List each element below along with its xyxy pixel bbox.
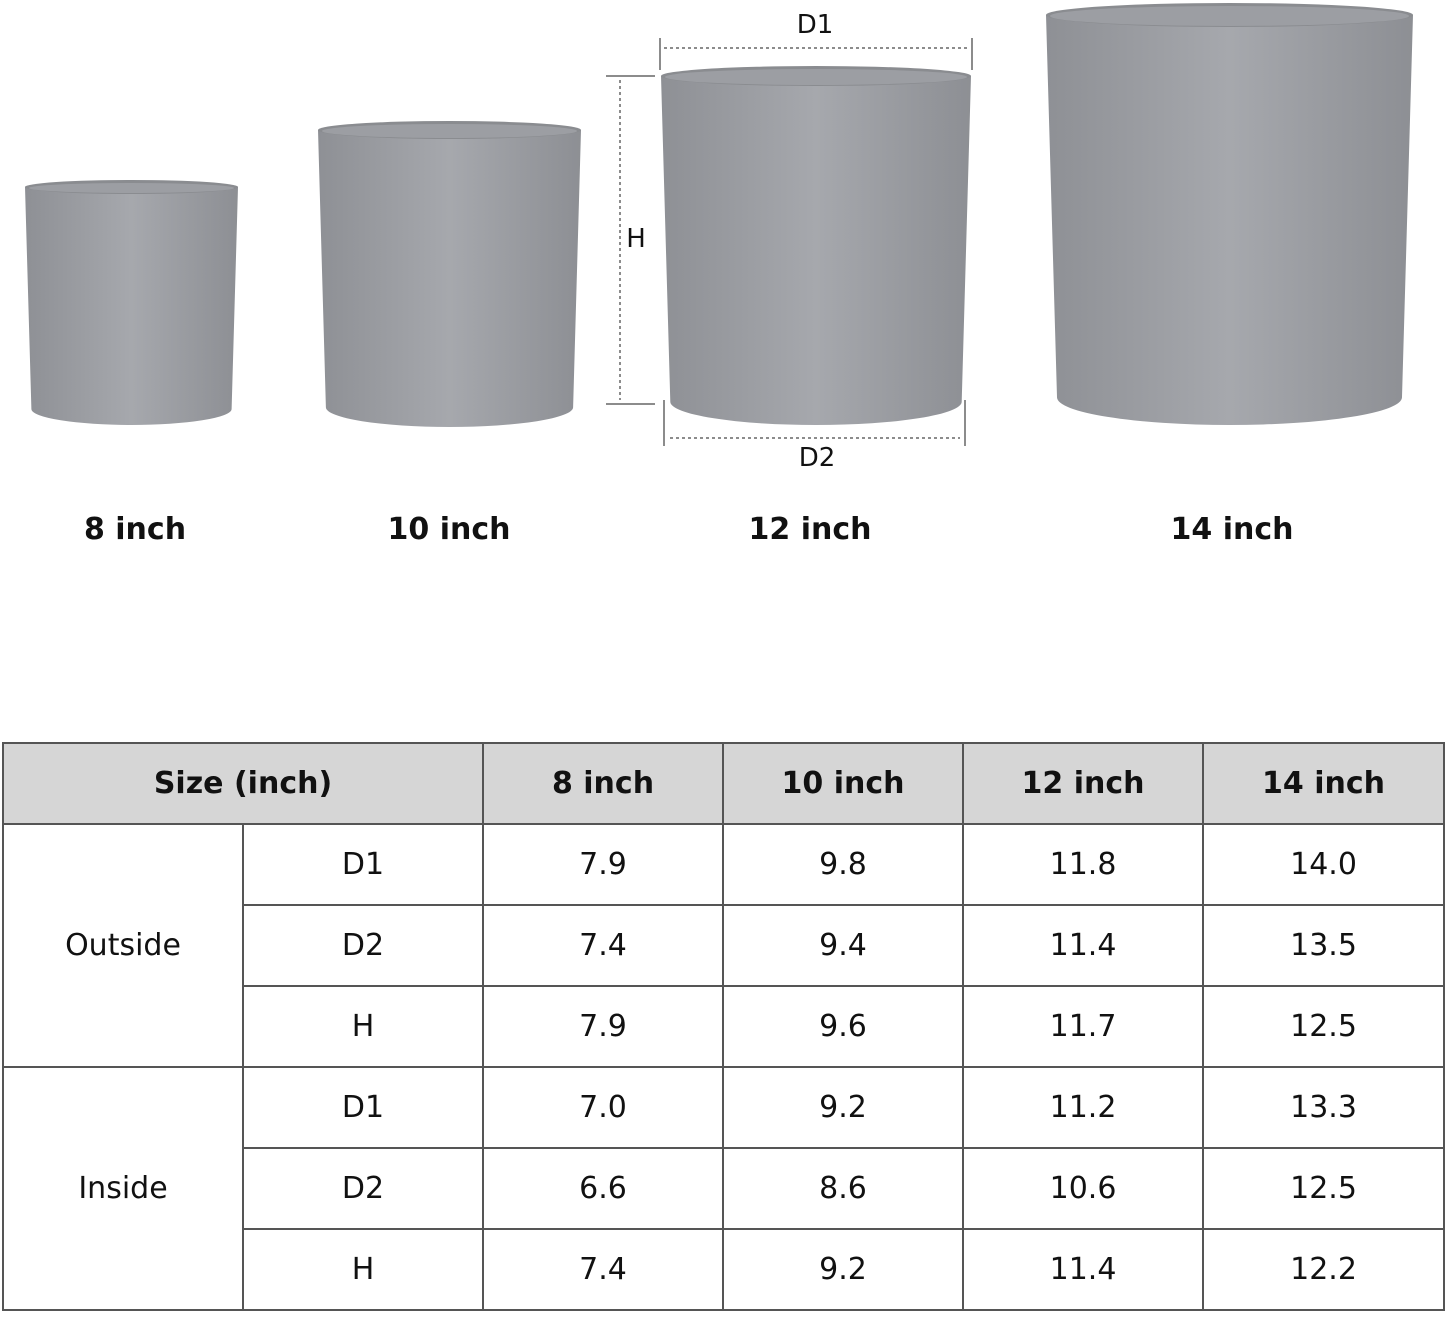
table-row: H 7.9 9.6 11.7 12.5 [3,985,1445,1068]
value-cell: 7.9 [482,823,725,906]
header-12: 12 inch [962,742,1205,825]
value-cell: 10.6 [962,1147,1205,1230]
dimension-cell: D2 [241,1147,485,1230]
header-8: 8 inch [482,742,725,825]
group-label: Inside [2,1066,244,1311]
value-cell: 11.7 [962,985,1205,1068]
pot-label-12: 12 inch [748,512,872,547]
value-cell: 9.2 [722,1228,965,1311]
d2-label: D2 [798,443,836,473]
value-cell: 13.5 [1202,904,1445,987]
value-cell: 11.2 [962,1066,1205,1149]
value-cell: 7.0 [482,1066,725,1149]
value-cell: 7.4 [482,904,725,987]
dimension-lines [619,47,968,439]
table-row: D2 7.4 9.4 11.4 13.5 [3,904,1445,987]
dimension-cell: H [241,1228,485,1311]
value-cell: 14.0 [1202,823,1445,906]
pot-0 [25,180,238,425]
table-row: Outside D1 7.9 9.8 11.8 14.0 [2,823,1445,1068]
header-14: 14 inch [1202,742,1445,825]
dimension-cell: D1 [241,1066,485,1149]
group-label: Outside [2,823,244,1068]
value-cell: 6.6 [482,1147,725,1230]
dimension-cell: H [241,985,485,1068]
pot-label-8: 8 inch [83,512,187,547]
value-cell: 11.4 [962,904,1205,987]
header-10: 10 inch [722,742,965,825]
pot-2 [661,66,971,426]
table-row: D2 6.6 8.6 10.6 12.5 [3,1147,1445,1230]
table-row: H 7.4 9.2 11.4 12.2 [3,1228,1445,1311]
table-row: Inside D1 7.0 9.2 11.2 13.3 [2,1066,1445,1311]
pots-illustration [25,3,1413,446]
value-cell: 12.2 [1202,1228,1445,1311]
pot-1 [318,121,581,427]
header-size: Size (inch) [1,742,485,825]
pot-label-14: 14 inch [1170,512,1294,547]
value-cell: 9.4 [722,904,965,987]
value-cell: 12.5 [1202,1147,1445,1230]
value-cell: 11.4 [962,1228,1205,1311]
value-cell: 9.8 [722,823,965,906]
h-label: H [626,224,646,254]
value-cell: 13.3 [1202,1066,1445,1149]
table-header-row: Size (inch) 8 inch 10 inch 12 inch 14 in… [1,742,1445,825]
pot-label-10: 10 inch [387,512,511,547]
value-cell: 9.6 [722,985,965,1068]
dimension-cell: D1 [241,823,485,906]
value-cell: 7.9 [482,985,725,1068]
value-cell: 12.5 [1202,985,1445,1068]
value-cell: 9.2 [722,1066,965,1149]
value-cell: 8.6 [722,1147,965,1230]
d1-label: D1 [796,10,834,40]
value-cell: 7.4 [482,1228,725,1311]
dimension-cell: D2 [241,904,485,987]
size-table: Size (inch) 8 inch 10 inch 12 inch 14 in… [1,742,1445,1311]
value-cell: 11.8 [962,823,1205,906]
pot-3 [1046,3,1413,425]
